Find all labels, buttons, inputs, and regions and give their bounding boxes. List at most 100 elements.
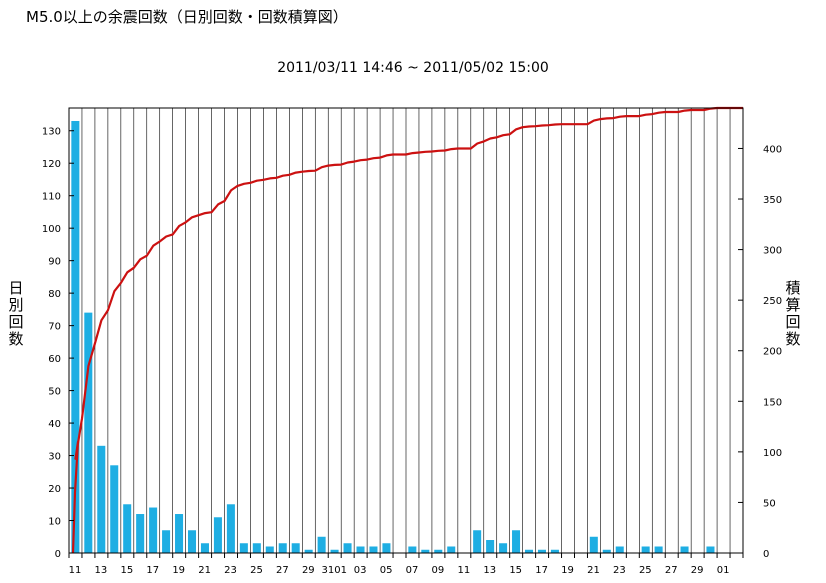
y-tick-label-left: 70: [48, 322, 61, 333]
daily-bar: [615, 546, 624, 553]
x-tick-label: 21: [198, 565, 211, 576]
y-tick-label-left: 120: [42, 159, 61, 170]
x-tick-label: 23: [224, 565, 237, 576]
x-tick-label: 09: [432, 565, 445, 576]
daily-bar: [434, 549, 443, 553]
y-tick-label-left: 0: [55, 549, 61, 560]
y-axis-label-right: 積算回数: [785, 279, 801, 348]
daily-bar: [512, 530, 521, 553]
daily-bar: [486, 540, 495, 553]
x-tick-label: 17: [535, 565, 548, 576]
daily-bar: [239, 543, 248, 553]
x-tick-label: 29: [691, 565, 704, 576]
y-tick-label-left: 30: [48, 452, 61, 463]
daily-bar: [680, 546, 689, 553]
daily-bar: [123, 504, 132, 553]
daily-bar: [71, 120, 80, 553]
daily-bar: [473, 530, 482, 553]
daily-bar: [382, 543, 391, 553]
daily-bar: [278, 543, 287, 553]
daily-bar: [175, 514, 184, 553]
y-tick-label-right: 50: [763, 498, 776, 509]
x-tick-label: 19: [172, 565, 185, 576]
daily-bar: [304, 549, 313, 553]
x-tick-label: 01: [717, 565, 730, 576]
daily-bar: [654, 546, 663, 553]
daily-bar: [369, 546, 378, 553]
daily-bar: [421, 549, 430, 553]
daily-bar: [187, 530, 197, 553]
x-tick-label: 15: [120, 565, 133, 576]
daily-bar: [97, 445, 106, 553]
daily-bar: [200, 543, 209, 553]
daily-bar: [291, 543, 300, 553]
x-tick-label: 13: [483, 565, 496, 576]
chart-title: M5.0以上の余震回数（日別回数・回数積算図）: [26, 8, 348, 26]
x-tick-label: 15: [509, 565, 522, 576]
daily-bar: [265, 546, 274, 553]
daily-bar: [589, 536, 598, 553]
daily-bar: [162, 530, 171, 553]
x-tick-label: 3101: [322, 565, 347, 576]
y-tick-label-right: 250: [763, 296, 782, 307]
y-axis-label-left: 日別回数: [8, 279, 24, 348]
y-tick-label-left: 50: [48, 387, 61, 398]
daily-bar: [499, 543, 508, 553]
y-tick-label-right: 100: [763, 448, 782, 459]
x-tick-label: 23: [613, 565, 626, 576]
y-tick-label-left: 20: [48, 484, 61, 495]
x-tick-label: 29: [302, 565, 315, 576]
daily-bar: [356, 546, 365, 553]
x-tick-label: 25: [639, 565, 652, 576]
y-tick-label-left: 90: [48, 257, 61, 268]
daily-count-bars: [71, 120, 715, 553]
x-tick-label: 17: [146, 565, 159, 576]
x-tick-label: 19: [561, 565, 574, 576]
daily-bar: [602, 549, 611, 553]
daily-bar: [226, 504, 235, 553]
y-tick-label-right: 0: [763, 549, 769, 560]
daily-bar: [524, 549, 534, 553]
daily-bar: [408, 546, 417, 553]
daily-bar: [252, 543, 261, 553]
y-tick-label-left: 130: [42, 127, 61, 138]
daily-bar: [84, 312, 93, 553]
y-tick-label-right: 400: [763, 144, 782, 155]
daily-bar: [447, 546, 456, 553]
x-tick-label: 11: [457, 565, 470, 576]
daily-bar: [149, 507, 158, 553]
y-tick-label-left: 60: [48, 354, 61, 365]
daily-bar: [317, 536, 326, 553]
daily-bar: [706, 546, 715, 553]
y-tick-label-right: 300: [763, 246, 782, 257]
x-tick-label: 25: [250, 565, 263, 576]
daily-bar: [550, 549, 559, 553]
y-tick-label-right: 200: [763, 347, 782, 358]
x-tick-label: 07: [406, 565, 419, 576]
grid-lines: [81, 108, 731, 553]
daily-bar: [330, 549, 339, 553]
y-tick-label-right: 150: [763, 397, 782, 408]
x-tick-label: 03: [354, 565, 367, 576]
y-tick-label-left: 80: [48, 289, 61, 300]
y-tick-label-left: 40: [48, 419, 61, 430]
x-tick-label: 11: [69, 565, 82, 576]
x-tick-label: 27: [276, 565, 289, 576]
cumulative-line: [71, 106, 743, 554]
x-tick-label: 05: [380, 565, 393, 576]
x-tick-label: 27: [665, 565, 678, 576]
chart-subtitle: 2011/03/11 14:46 ~ 2011/05/02 15:00: [277, 60, 549, 76]
axis-ticks: 0102030405060708090100110120130050100150…: [42, 127, 782, 576]
daily-bar: [110, 465, 119, 553]
daily-bar: [641, 546, 650, 553]
x-tick-label: 21: [587, 565, 600, 576]
daily-bar: [213, 517, 222, 553]
y-tick-label-left: 100: [42, 224, 61, 235]
y-tick-label-left: 10: [48, 517, 61, 528]
daily-bar: [136, 514, 145, 553]
y-tick-label-right: 350: [763, 195, 782, 206]
daily-bar: [537, 549, 546, 553]
daily-bar: [343, 543, 352, 553]
x-tick-label: 13: [95, 565, 108, 576]
